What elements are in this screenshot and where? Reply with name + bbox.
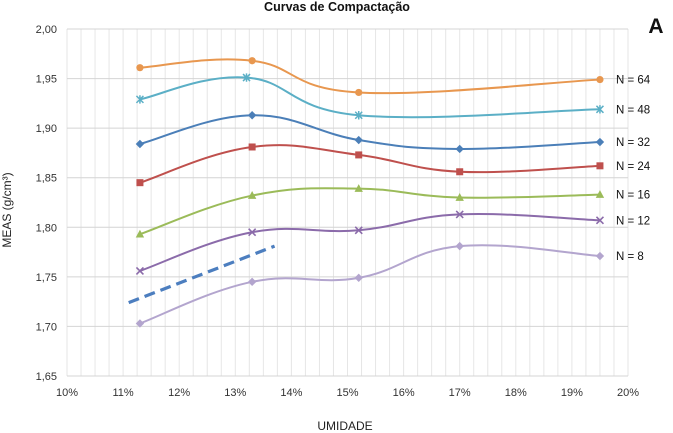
x-tick-label: 11% <box>112 387 133 399</box>
data-point <box>595 251 605 261</box>
data-point <box>354 135 363 145</box>
data-point <box>354 226 363 235</box>
x-tick-label: 17% <box>449 387 471 399</box>
x-tick-label: 18% <box>505 387 527 399</box>
panel-label: A <box>648 15 663 38</box>
data-point <box>248 228 257 237</box>
x-tick-label: 12% <box>168 387 190 399</box>
chart-title: Curvas de Compactação <box>264 0 410 14</box>
series-line <box>139 58 601 95</box>
y-axis-title: MEAS (g/cm³) <box>0 172 14 247</box>
y-tick-label: 2,00 <box>36 24 57 36</box>
data-point <box>455 144 464 154</box>
y-tick-label: 1,95 <box>36 74 57 86</box>
series-line <box>139 213 600 272</box>
series-line <box>139 76 600 119</box>
x-tick-label: 13% <box>224 387 246 399</box>
data-point <box>455 210 464 219</box>
data-point <box>595 190 605 198</box>
x-tick-label: 16% <box>393 387 415 399</box>
grid-lines <box>66 28 629 377</box>
y-tick-label: 1,65 <box>36 371 57 383</box>
y-tick-label: 1,85 <box>36 173 57 185</box>
x-axis-title: UMIDADE <box>317 419 372 433</box>
data-point <box>135 319 145 328</box>
data-point <box>247 111 257 120</box>
data-point <box>135 229 145 238</box>
series-label: N = 8 <box>616 251 644 263</box>
data-point <box>354 273 363 283</box>
series-label: N = 24 <box>616 161 651 173</box>
data-point <box>247 277 257 287</box>
data-point <box>455 193 464 201</box>
markers-group <box>135 57 605 328</box>
data-point <box>242 73 251 82</box>
data-point <box>248 143 256 151</box>
data-point <box>136 179 144 187</box>
data-point <box>247 191 257 199</box>
series-label: N = 12 <box>616 215 650 227</box>
x-tick-label: 19% <box>561 387 583 399</box>
reference-dashed-line <box>128 244 276 305</box>
y-tick-label: 1,90 <box>36 123 57 135</box>
data-point <box>355 151 363 159</box>
data-point <box>595 137 605 147</box>
data-point <box>596 162 604 170</box>
axes: 1,65 1,70 1,75 1,80 1,85 1,90 1,95 2,00 10% 11% 12… <box>36 24 640 399</box>
data-point <box>455 241 464 251</box>
data-point <box>355 88 363 97</box>
data-point <box>248 57 256 65</box>
series-label: N = 32 <box>616 137 650 149</box>
series-label: N = 48 <box>616 104 650 116</box>
series-line <box>139 114 600 150</box>
data-point <box>354 184 363 192</box>
x-tick-label: 15% <box>336 387 358 399</box>
data-point <box>136 64 144 72</box>
data-point <box>595 216 605 225</box>
series-group <box>128 58 601 325</box>
series-labels: N = 64 N = 48 N = 32 N = 24 N = 16 N = 12 N = … <box>616 75 651 263</box>
series-line <box>139 144 600 184</box>
data-point <box>596 75 604 84</box>
x-tick-label: 20% <box>617 387 639 399</box>
y-tick-label: 1,70 <box>36 321 57 333</box>
series-label: N = 16 <box>616 190 650 202</box>
series-line <box>139 244 601 325</box>
series-label: N = 64 <box>616 75 651 87</box>
data-point <box>456 168 464 176</box>
y-tick-label: 1,75 <box>36 272 57 284</box>
data-point <box>135 139 145 149</box>
x-tick-label: 10% <box>56 387 78 399</box>
y-tick-label: 1,80 <box>36 222 57 234</box>
x-tick-label: 14% <box>280 387 302 399</box>
data-point <box>354 111 363 120</box>
data-point <box>595 105 604 114</box>
data-point <box>135 95 144 104</box>
data-point <box>135 266 144 275</box>
